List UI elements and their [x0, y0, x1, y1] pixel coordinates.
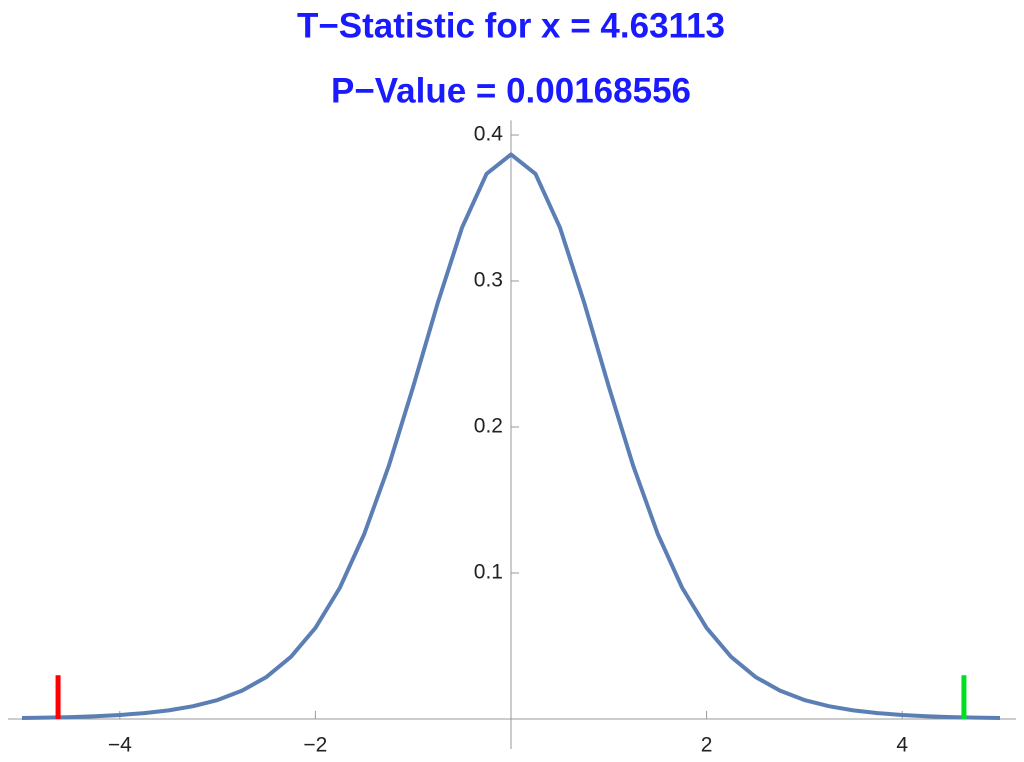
x-tick-label: 2: [701, 734, 713, 757]
x-tick-label: −4: [108, 734, 132, 757]
y-tick-label: 0.3: [474, 269, 503, 292]
density-curve: [21, 152, 1001, 721]
y-tick-label: 0.2: [474, 415, 503, 438]
chart-title: T−Statistic for x = 4.63113: [297, 6, 725, 45]
x-tick-label: 4: [896, 734, 908, 757]
chart-subtitle: P−Value = 0.00168556: [331, 71, 691, 110]
x-tick-label: −2: [303, 734, 327, 757]
y-tick-label: 0.1: [474, 561, 503, 584]
y-tick-label: 0.4: [474, 123, 504, 146]
